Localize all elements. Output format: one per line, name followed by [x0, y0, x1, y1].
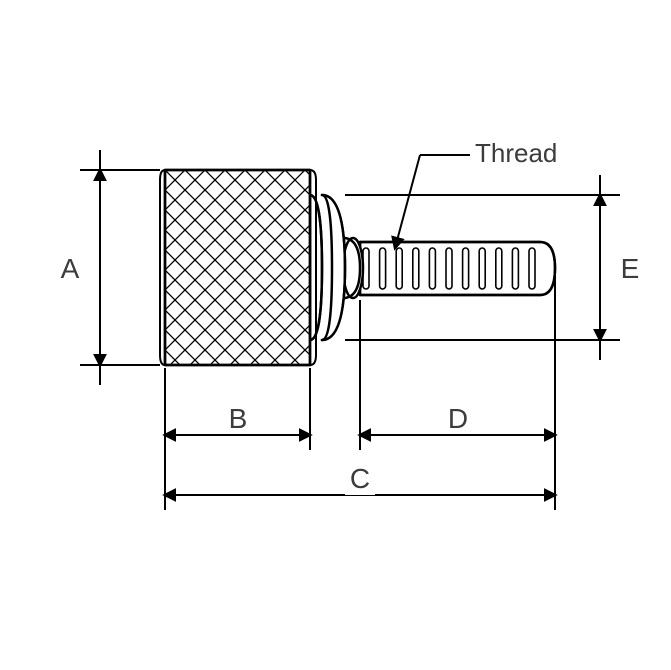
- labels: A B C C D E Thread: [61, 138, 640, 495]
- label-D: D: [448, 403, 468, 434]
- label-E: E: [621, 253, 640, 284]
- thread-leader: [395, 155, 470, 248]
- shoulder-collar: [310, 195, 363, 340]
- knurled-head: [160, 170, 316, 365]
- label-thread: Thread: [475, 138, 557, 168]
- label-B: B: [229, 403, 248, 434]
- thumb-screw: [160, 170, 555, 365]
- label-A: A: [61, 253, 80, 284]
- thread-shaft: [360, 242, 555, 295]
- dimension-A: [80, 150, 160, 385]
- label-C-overlay: C: [350, 463, 370, 494]
